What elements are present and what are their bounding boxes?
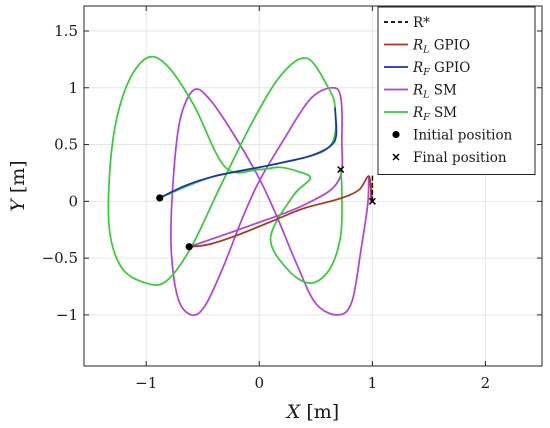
y-tick-label: −1 xyxy=(56,306,78,324)
legend-label: RL GPIO xyxy=(412,38,470,56)
legend-label: Initial position xyxy=(413,128,513,144)
legend-dot-icon xyxy=(392,130,400,139)
y-tick-label: 0.5 xyxy=(54,136,78,154)
axes-frame xyxy=(83,5,543,367)
y-axis-unit: [m] xyxy=(7,160,29,193)
final-position-marker xyxy=(368,197,376,205)
y-tick-label: 0 xyxy=(68,192,78,210)
x-axis-var: X xyxy=(285,401,302,423)
legend-label: RL SM xyxy=(412,83,457,101)
legend-label: Final position xyxy=(413,150,507,166)
y-axis-var: Y xyxy=(7,197,29,212)
y-tick-label: −0.5 xyxy=(42,249,78,267)
series-line-r-f-gpio xyxy=(158,107,338,199)
x-tick-label: −1 xyxy=(135,374,157,392)
initial-position-marker xyxy=(185,243,193,251)
initial-position-marker xyxy=(156,194,164,202)
legend-cross-icon xyxy=(392,153,400,161)
y-axis-label: Y [m] xyxy=(7,160,29,211)
legend-label: R* xyxy=(413,15,430,31)
x-tick-label: 2 xyxy=(481,374,491,392)
x-tick-label: 0 xyxy=(255,374,265,392)
series-line-r-l-sm xyxy=(170,86,374,317)
legend-box xyxy=(377,6,536,175)
marker-layer xyxy=(156,166,376,251)
legend: R* RL GPIO RF GPIO RL SM RF SM Initial positi… xyxy=(377,6,536,175)
tick-layer: −1 0 1 2 1.5 1 0.5 0 −0.5 −1 xyxy=(42,6,542,392)
y-tick-label: 1.5 xyxy=(54,22,78,40)
legend-label: RF GPIO xyxy=(412,60,470,78)
x-axis-unit: [m] xyxy=(306,401,339,423)
series-layer xyxy=(107,55,374,317)
series-line-r-f-sm xyxy=(107,55,343,286)
final-position-marker xyxy=(337,166,345,174)
x-axis-label: X [m] xyxy=(285,401,339,423)
series-line-r-l-gpio xyxy=(188,175,373,248)
legend-label: RF SM xyxy=(412,105,457,123)
x-tick-label: 1 xyxy=(368,374,378,392)
y-tick-label: 1 xyxy=(68,79,78,97)
